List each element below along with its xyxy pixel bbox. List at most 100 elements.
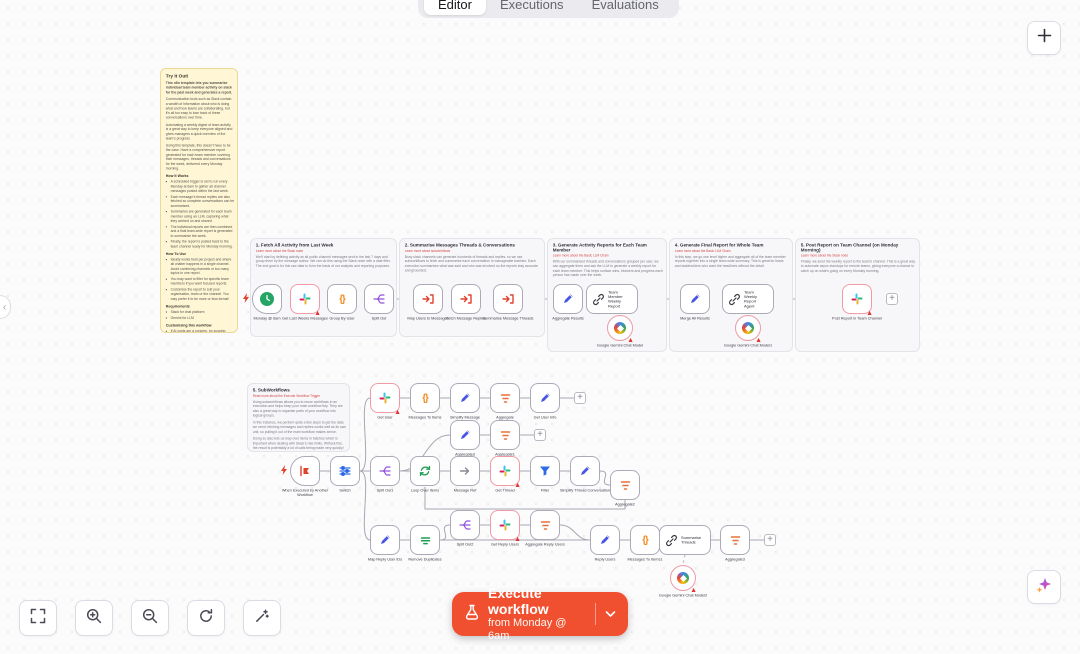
node-set2[interactable]	[680, 284, 710, 314]
node-slack5[interactable]: ▲	[490, 510, 521, 543]
node-set3[interactable]	[450, 383, 480, 413]
node-trig1[interactable]	[243, 284, 282, 314]
pencil-icon	[689, 293, 701, 305]
add-node-button[interactable]	[1027, 21, 1061, 55]
section-note-link[interactable]: Learn more about the Basic LLM Chain	[674, 249, 731, 253]
note-list-item: Gemini for LLM	[171, 316, 235, 321]
node-set4[interactable]	[530, 383, 560, 413]
fit-view-button[interactable]	[19, 600, 57, 636]
reset-zoom-button[interactable]	[187, 600, 225, 636]
code-icon: { }	[339, 293, 346, 305]
gemini-icon	[742, 322, 754, 334]
pencil-icon	[599, 534, 611, 546]
node-chain2[interactable]: Team Weekly Report Agent	[722, 284, 774, 314]
node-switch1[interactable]	[330, 456, 360, 486]
pencil-icon	[562, 293, 574, 305]
view-tabs: Editor Executions Evaluations	[418, 0, 679, 18]
add-connection-button[interactable]: +	[764, 534, 776, 546]
note-subheading: How To Use	[165, 251, 187, 256]
warning-icon: ▲	[314, 310, 321, 317]
pencil-icon	[459, 429, 471, 441]
node-agg1[interactable]	[490, 383, 520, 413]
node-exec1[interactable]	[413, 284, 443, 314]
node-slack4[interactable]: ▲	[490, 456, 521, 489]
section-note-title: 5. SubWorkflows	[252, 388, 290, 393]
section-note-title: 2. Summarise Messages Threads & Conversa…	[404, 243, 515, 248]
warning-icon: ▲	[690, 587, 697, 594]
node-split1[interactable]	[364, 284, 394, 314]
zoom-in-button[interactable]	[75, 600, 113, 636]
ai-assistant-button[interactable]	[1027, 570, 1061, 604]
node-wtrig[interactable]	[281, 456, 320, 486]
note-list-item: Slack for chat platform	[171, 310, 235, 315]
node-set1[interactable]	[553, 284, 583, 314]
section-note-link[interactable]: Learn more about the Slack node	[800, 253, 849, 258]
node-dedup[interactable]	[410, 525, 440, 555]
section-note-paragraph: With our summarised threads and conversa…	[552, 259, 663, 278]
node-gem1[interactable]: ▲	[607, 315, 634, 344]
node-set7[interactable]	[370, 525, 400, 555]
section-note-link[interactable]: Learn more about the Slack node	[255, 249, 304, 253]
node-code2[interactable]: { }	[410, 383, 440, 413]
tab-executions[interactable]: Executions	[499, 0, 564, 12]
node-chain1[interactable]: Team Member Weekly Report	[586, 284, 638, 314]
node-gem2[interactable]: ▲	[735, 315, 762, 344]
node-exec2[interactable]	[451, 284, 481, 314]
execute-workflow-button[interactable]: Execute workflow from Monday @ 6am	[452, 585, 628, 642]
gemini-icon	[614, 322, 626, 334]
node-code3[interactable]: { }	[630, 525, 660, 555]
slack-icon	[499, 465, 511, 477]
zoom-in-icon	[86, 608, 102, 629]
pencil-icon	[379, 534, 391, 546]
node-slack2[interactable]: ▲	[842, 284, 873, 317]
node-chain3[interactable]: Summarise Threads	[659, 525, 711, 555]
add-connection-button[interactable]: +	[574, 392, 586, 404]
node-code1[interactable]: { }	[327, 284, 357, 314]
node-agg5[interactable]	[720, 525, 750, 555]
section-note-link[interactable]: Learn more about subworkflows	[404, 249, 451, 253]
node-split2[interactable]	[370, 456, 400, 486]
section-note-link[interactable]: Learn more about the Basic LLM Chain	[552, 253, 609, 258]
trigger-bolt-icon	[242, 290, 250, 308]
node-agg2[interactable]	[490, 420, 520, 450]
node-agg4[interactable]	[530, 510, 560, 540]
warning-icon: ▲	[514, 482, 521, 489]
node-inner-label: Summarise Threads	[681, 535, 702, 545]
node-slack1[interactable]: ▲	[290, 284, 321, 317]
section-note-paragraph: In this instance, we perform quite a few…	[252, 420, 347, 434]
note-subheading: How It Works	[165, 173, 189, 178]
tidy-up-button[interactable]	[243, 600, 281, 636]
zoom-out-button[interactable]	[131, 600, 169, 636]
add-connection-button[interactable]: +	[534, 429, 546, 441]
tab-editor[interactable]: Editor	[424, 0, 486, 15]
node-split3[interactable]	[450, 510, 480, 540]
node-exec3[interactable]	[493, 284, 523, 314]
node-filter1[interactable]	[530, 456, 560, 486]
node-slack3[interactable]: ▲	[370, 383, 401, 416]
section-note-paragraph: Using subworkflows allows you to reuse w…	[252, 399, 343, 418]
filter-icon	[539, 465, 551, 477]
sticky-note-try-it-out[interactable]: Try It Out! This n8n template lets you su…	[160, 68, 238, 333]
section-note-link[interactable]: Read more about the Execute Workflow Tri…	[252, 394, 321, 398]
aggregate-icon	[730, 535, 741, 546]
pencil-icon	[539, 392, 551, 404]
chain-icon	[728, 293, 741, 306]
section-note-paragraph: In this step, we go one level higher and…	[674, 254, 786, 268]
sticky-note-section[interactable]: 5. SubWorkflows Read more about the Execu…	[247, 383, 350, 452]
node-inner-label: Team Member Weekly Report	[608, 289, 623, 309]
node-loop1[interactable]	[410, 456, 440, 486]
node-set8[interactable]	[590, 525, 620, 555]
node-agg3[interactable]	[610, 470, 640, 500]
tab-evaluations[interactable]: Evaluations	[591, 0, 659, 12]
node-gem3[interactable]: ▲	[670, 565, 697, 594]
add-connection-button[interactable]: +	[886, 293, 898, 305]
node-set6[interactable]	[570, 456, 600, 486]
warning-icon: ▲	[514, 536, 521, 543]
aggregate-icon	[540, 520, 551, 531]
subworkflow-icon	[502, 293, 514, 305]
note-list-item: You may want to filter for specific team…	[171, 277, 235, 286]
execute-options-chevron[interactable]	[595, 603, 616, 625]
node-noop1[interactable]	[450, 456, 480, 486]
node-set5[interactable]	[450, 420, 480, 450]
